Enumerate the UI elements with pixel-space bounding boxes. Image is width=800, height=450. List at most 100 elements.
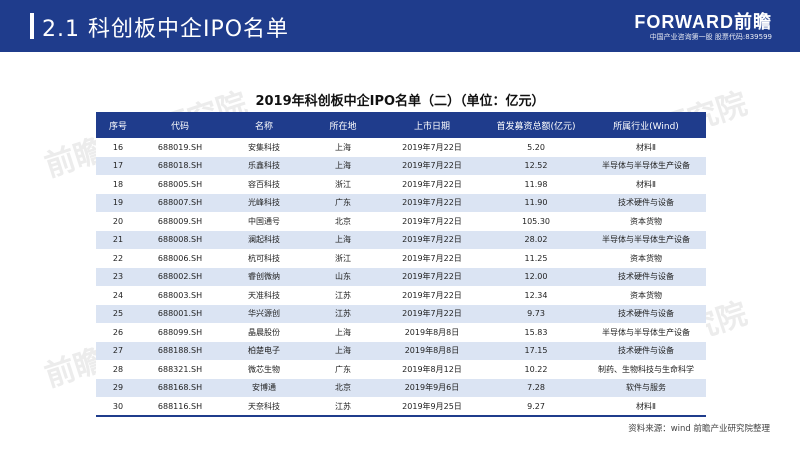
cell-location: 江苏	[308, 304, 378, 324]
cell-location: 山东	[308, 267, 378, 287]
cell-location: 广东	[308, 193, 378, 213]
cell-industry: 技术硬件与设备	[586, 304, 706, 324]
cell-name: 睿创微纳	[220, 267, 308, 287]
cell-listing-date: 2019年7月22日	[378, 193, 486, 213]
brand-tagline: 中国产业咨询第一股 股票代码:839599	[649, 33, 772, 41]
cell-name: 杭可科技	[220, 249, 308, 268]
cell-ipo-amount: 17.15	[486, 341, 586, 361]
cell-seq: 28	[96, 360, 140, 379]
cell-industry: 半导体与半导体生产设备	[586, 323, 706, 342]
cell-listing-date: 2019年7月22日	[378, 267, 486, 287]
cell-name: 微芯生物	[220, 360, 308, 379]
page-title: 2.1 科创板中企IPO名单	[42, 17, 290, 42]
cell-code: 688006.SH	[140, 249, 220, 268]
cell-ipo-amount: 12.34	[486, 286, 586, 305]
table-row: 22 688006.SH 杭可科技 浙江 2019年7月22日 11.25 资本货物	[96, 249, 706, 268]
cell-code: 688009.SH	[140, 212, 220, 231]
cell-name: 天奈科技	[220, 397, 308, 417]
cell-listing-date: 2019年7月22日	[378, 175, 486, 194]
cell-listing-date: 2019年9月6日	[378, 378, 486, 398]
cell-seq: 25	[96, 304, 140, 324]
table-row: 28 688321.SH 微芯生物 广东 2019年8月12日 10.22 制药、生物科技与…	[96, 360, 706, 379]
cell-location: 浙江	[308, 249, 378, 268]
cell-ipo-amount: 9.73	[486, 304, 586, 324]
cell-location: 浙江	[308, 175, 378, 194]
cell-industry: 软件与服务	[586, 378, 706, 398]
table-row: 18 688005.SH 容百科技 浙江 2019年7月22日 11.98 材料Ⅱ	[96, 175, 706, 194]
cell-name: 澜起科技	[220, 230, 308, 250]
cell-listing-date: 2019年7月22日	[378, 286, 486, 305]
cell-industry: 材料Ⅱ	[586, 175, 706, 194]
cell-name: 柏楚电子	[220, 341, 308, 361]
column-header-location: 所在地	[308, 112, 378, 138]
cell-ipo-amount: 5.20	[486, 138, 586, 157]
cell-ipo-amount: 11.25	[486, 249, 586, 268]
column-header-industry: 所属行业(Wind)	[586, 112, 706, 138]
cell-location: 上海	[308, 138, 378, 157]
cell-code: 688003.SH	[140, 286, 220, 305]
table-row: 20 688009.SH 中国通号 北京 2019年7月22日 105.30 资本货物	[96, 212, 706, 231]
cell-code: 688116.SH	[140, 397, 220, 417]
cell-name: 晶晨股份	[220, 323, 308, 342]
cell-industry: 资本货物	[586, 249, 706, 268]
cell-location: 江苏	[308, 397, 378, 417]
cell-ipo-amount: 12.52	[486, 156, 586, 176]
cell-listing-date: 2019年7月22日	[378, 138, 486, 157]
cell-name: 安博通	[220, 378, 308, 398]
cell-ipo-amount: 7.28	[486, 378, 586, 398]
table-row: 29 688168.SH 安博通 北京 2019年9月6日 7.28 软件与服务	[96, 378, 706, 398]
header-bar: 2.1 科创板中企IPO名单 FORWARD前瞻 中国产业咨询第一股 股票代码:…	[0, 0, 800, 52]
cell-industry: 技术硬件与设备	[586, 193, 706, 213]
cell-industry: 制药、生物科技与生命科学	[586, 360, 706, 379]
cell-listing-date: 2019年8月12日	[378, 360, 486, 379]
cell-seq: 18	[96, 175, 140, 194]
cell-seq: 24	[96, 286, 140, 305]
brand-name: FORWARD前瞻	[634, 12, 772, 32]
cell-listing-date: 2019年7月22日	[378, 230, 486, 250]
table-row: 16 688019.SH 安集科技 上海 2019年7月22日 5.20 材料Ⅱ	[96, 138, 706, 157]
cell-location: 上海	[308, 156, 378, 176]
header-accent-bar	[30, 13, 34, 39]
table-row: 25 688001.SH 华兴源创 江苏 2019年7月22日 9.73 技术硬件与设备	[96, 304, 706, 324]
table-row: 21 688008.SH 澜起科技 上海 2019年7月22日 28.02 半导体与半导体生…	[96, 230, 706, 250]
cell-code: 688005.SH	[140, 175, 220, 194]
cell-name: 中国通号	[220, 212, 308, 231]
cell-industry: 资本货物	[586, 286, 706, 305]
cell-code: 688018.SH	[140, 156, 220, 176]
cell-listing-date: 2019年9月25日	[378, 397, 486, 417]
cell-location: 广东	[308, 360, 378, 379]
cell-code: 688099.SH	[140, 323, 220, 342]
table-row: 23 688002.SH 睿创微纳 山东 2019年7月22日 12.00 技术硬件与设备	[96, 267, 706, 287]
cell-seq: 30	[96, 397, 140, 417]
column-header-code: 代码	[140, 112, 220, 138]
cell-code: 688001.SH	[140, 304, 220, 324]
cell-seq: 26	[96, 323, 140, 342]
cell-name: 华兴源创	[220, 304, 308, 324]
cell-seq: 22	[96, 249, 140, 268]
cell-location: 上海	[308, 341, 378, 361]
table-row: 24 688003.SH 天准科技 江苏 2019年7月22日 12.34 资本货物	[96, 286, 706, 305]
column-header-seq: 序号	[96, 112, 140, 138]
source-note: 资料来源：wind 前瞻产业研究院整理	[628, 424, 770, 434]
cell-industry: 材料Ⅱ	[586, 138, 706, 157]
cell-code: 688019.SH	[140, 138, 220, 157]
ipo-table: 序号 代码 名称 所在地 上市日期 首发募资总额(亿元) 所属行业(Wind) 16 6880…	[96, 112, 706, 417]
cell-ipo-amount: 15.83	[486, 323, 586, 342]
cell-listing-date: 2019年8月8日	[378, 341, 486, 361]
cell-listing-date: 2019年7月22日	[378, 212, 486, 231]
cell-code: 688007.SH	[140, 193, 220, 213]
cell-name: 天准科技	[220, 286, 308, 305]
cell-seq: 17	[96, 156, 140, 176]
cell-seq: 21	[96, 230, 140, 250]
column-header-ipo-amount: 首发募资总额(亿元)	[486, 112, 586, 138]
cell-code: 688168.SH	[140, 378, 220, 398]
cell-ipo-amount: 12.00	[486, 267, 586, 287]
cell-ipo-amount: 11.98	[486, 175, 586, 194]
cell-ipo-amount: 28.02	[486, 230, 586, 250]
cell-ipo-amount: 11.90	[486, 193, 586, 213]
cell-name: 安集科技	[220, 138, 308, 157]
cell-seq: 23	[96, 267, 140, 287]
cell-name: 乐鑫科技	[220, 156, 308, 176]
cell-industry: 材料Ⅱ	[586, 397, 706, 417]
cell-listing-date: 2019年7月22日	[378, 156, 486, 176]
